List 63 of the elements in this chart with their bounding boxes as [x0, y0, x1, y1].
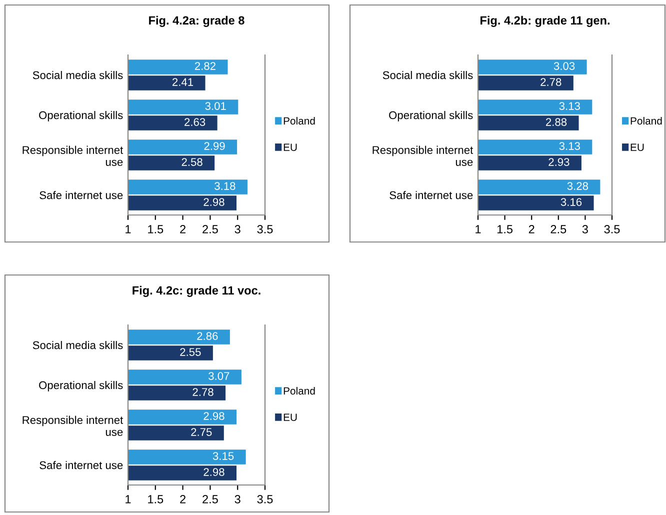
x-tick-label: 3	[234, 225, 240, 234]
legend-label: EU	[284, 414, 297, 421]
y-tick-label: Operational skills	[39, 110, 123, 122]
x-tick-label: 3.5	[257, 225, 273, 234]
data-label: 2.98	[204, 412, 224, 420]
legend-label: Poland	[284, 386, 315, 395]
x-tick-label: 3.5	[257, 495, 273, 504]
data-label: 3.13	[559, 102, 580, 110]
x-tick-label: 3	[234, 495, 240, 504]
data-label: 3.18	[214, 182, 236, 190]
data-label: 3.13	[559, 142, 580, 150]
chart-title: Fig. 4.2b: grade 11 gen.	[480, 16, 610, 27]
x-tick-label: 1	[126, 495, 131, 504]
data-label: 2.41	[172, 78, 194, 86]
data-label: 2.82	[194, 62, 216, 70]
y-tick-label: Responsible internet use	[372, 146, 474, 166]
data-label: 2.78	[540, 78, 562, 86]
legend-label: Poland	[630, 116, 662, 125]
legend-label: EU	[284, 144, 297, 151]
x-tick-label: 2.5	[202, 225, 218, 234]
data-label: 3.28	[567, 182, 588, 190]
data-label: 2.98	[204, 198, 224, 206]
data-label: 3.15	[212, 452, 234, 460]
y-tick-label: Social media skills	[382, 70, 473, 80]
data-label: 2.86	[197, 332, 218, 340]
data-label: 2.63	[184, 118, 206, 126]
x-tick-label: 3.5	[604, 225, 620, 234]
data-label: 3.01	[205, 102, 226, 110]
x-tick-label: 1	[476, 225, 481, 234]
y-tick-label: Responsible internet use	[22, 416, 124, 436]
chart-title: Fig. 4.2a: grade 8	[149, 16, 244, 27]
x-tick-label: 2	[180, 225, 186, 234]
x-tick-label: 1.5	[497, 225, 513, 234]
x-tick-label: 1.5	[148, 495, 164, 504]
data-label: 3.16	[560, 198, 582, 206]
x-tick-label: 2.5	[550, 225, 566, 234]
x-tick-label: 1	[126, 225, 131, 234]
x-tick-label: 3	[582, 225, 588, 234]
data-label: 2.58	[182, 158, 202, 166]
y-tick-label: Safe internet use	[40, 460, 123, 470]
data-label: 2.98	[204, 468, 224, 476]
x-tick-label: 2.5	[202, 495, 218, 504]
chart-title: Fig. 4.2c: grade 11 voc.	[132, 286, 260, 297]
data-label: 2.75	[191, 428, 212, 436]
y-tick-label: Social media skills	[32, 70, 123, 80]
y-tick-label: Safe internet use	[40, 190, 123, 200]
data-label: 2.55	[180, 348, 201, 356]
x-tick-label: 1.5	[148, 225, 164, 234]
x-tick-label: 2	[528, 225, 534, 234]
data-label: 3.03	[554, 62, 575, 70]
legend-label: EU	[630, 144, 644, 151]
data-label: 2.78	[192, 388, 214, 396]
y-tick-label: Operational skills	[389, 110, 473, 122]
data-label: 3.07	[208, 372, 230, 380]
data-label: 2.88	[546, 118, 567, 126]
x-tick-label: 2	[180, 495, 186, 504]
y-tick-label: Safe internet use	[390, 190, 473, 200]
y-tick-label: Social media skills	[32, 340, 123, 350]
y-tick-label: Operational skills	[39, 380, 123, 392]
data-label: 2.93	[548, 158, 570, 166]
data-label: 2.99	[204, 142, 225, 150]
legend-label: Poland	[284, 116, 315, 125]
y-tick-label: Responsible internet use	[22, 146, 124, 166]
